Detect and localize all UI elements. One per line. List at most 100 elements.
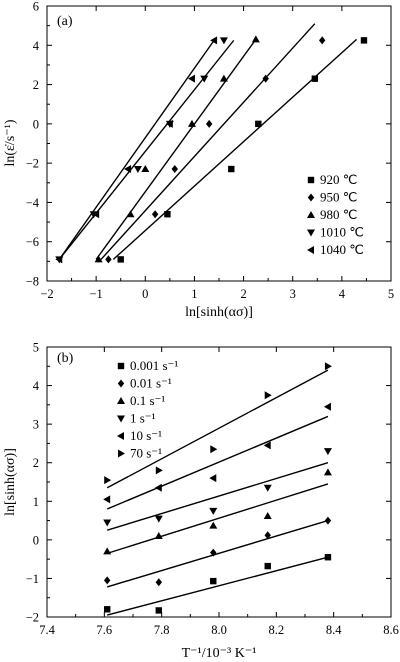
y-tick-label: −8 bbox=[26, 275, 39, 289]
data-point bbox=[262, 74, 269, 83]
data-point bbox=[219, 74, 228, 82]
legend-marker bbox=[117, 415, 125, 423]
data-point bbox=[103, 495, 111, 504]
legend-entry: 10 s⁻¹ bbox=[130, 428, 162, 443]
y-tick-label: −2 bbox=[26, 157, 39, 171]
y-tick-label: 0 bbox=[33, 533, 39, 547]
legend-entry: 70 s⁻¹ bbox=[130, 446, 162, 461]
data-point bbox=[324, 362, 332, 371]
y-tick-label: −6 bbox=[26, 235, 39, 249]
data-point bbox=[263, 484, 272, 492]
data-point bbox=[210, 445, 218, 454]
fit-line bbox=[95, 38, 257, 260]
legend-marker bbox=[117, 379, 125, 388]
legend-entry: 950 ℃ bbox=[320, 190, 357, 205]
fit-line bbox=[107, 556, 329, 616]
data-point bbox=[155, 607, 162, 614]
data-point bbox=[117, 256, 124, 263]
x-tick-label: 8.4 bbox=[326, 623, 342, 637]
data-point bbox=[104, 476, 112, 485]
data-point bbox=[103, 519, 112, 527]
fit-line bbox=[106, 519, 329, 588]
data-point bbox=[264, 562, 271, 570]
x-tick-label: −1 bbox=[89, 287, 102, 301]
legend-marker bbox=[307, 193, 315, 202]
data-point bbox=[251, 35, 260, 43]
y-tick-label: 2 bbox=[33, 78, 39, 92]
legend-marker bbox=[307, 176, 315, 184]
data-point bbox=[92, 210, 100, 219]
legend-marker bbox=[117, 362, 125, 370]
fit-line bbox=[106, 462, 329, 531]
data-point bbox=[264, 391, 272, 400]
x-tick-label: 4 bbox=[339, 287, 346, 301]
data-point bbox=[164, 211, 171, 218]
data-point bbox=[205, 119, 213, 128]
x-tick-label: 5 bbox=[388, 287, 394, 301]
data-point bbox=[141, 165, 150, 173]
legend-marker bbox=[307, 211, 315, 218]
legend-entry: 0.001 s⁻¹ bbox=[130, 358, 178, 373]
data-point bbox=[323, 448, 332, 456]
x-tick-label: 1 bbox=[191, 287, 197, 301]
x-tick-label: −2 bbox=[40, 287, 53, 301]
data-point bbox=[263, 511, 272, 519]
legend-marker bbox=[117, 432, 124, 440]
x-tick-label: 0 bbox=[142, 287, 148, 301]
data-point bbox=[209, 474, 217, 483]
y-tick-label: −2 bbox=[26, 611, 39, 625]
data-point bbox=[55, 255, 63, 264]
data-point bbox=[155, 578, 162, 587]
x-tick-label: 7.6 bbox=[97, 623, 113, 637]
legend-entry: 1040 ℃ bbox=[320, 242, 364, 257]
x-tick-label: 8.2 bbox=[269, 623, 285, 637]
data-point bbox=[187, 119, 196, 127]
legend-entry: 920 ℃ bbox=[320, 172, 357, 187]
x-tick-label: 8.0 bbox=[211, 623, 227, 637]
data-point bbox=[323, 402, 331, 411]
data-point bbox=[124, 165, 132, 174]
data-point bbox=[171, 165, 178, 174]
data-point bbox=[151, 210, 159, 219]
data-point bbox=[228, 165, 235, 173]
data-point bbox=[105, 255, 112, 264]
data-point bbox=[264, 531, 271, 540]
fit-line bbox=[106, 415, 329, 510]
x-tick-label: 2 bbox=[240, 287, 246, 301]
x-axis-label: T⁻¹/10⁻³ K⁻¹ bbox=[182, 646, 257, 661]
data-point bbox=[360, 37, 368, 44]
data-point bbox=[154, 483, 162, 492]
legend-entry: 0.1 s⁻¹ bbox=[130, 393, 165, 408]
y-tick-label: −4 bbox=[26, 196, 40, 210]
data-point bbox=[263, 441, 271, 450]
x-tick-label: 7.8 bbox=[154, 623, 170, 637]
data-point bbox=[187, 74, 195, 83]
panel-label: (a) bbox=[57, 14, 73, 29]
fit-line bbox=[100, 23, 316, 260]
x-tick-label: 7.4 bbox=[39, 623, 55, 637]
plot-frame bbox=[46, 346, 392, 618]
data-point bbox=[165, 119, 173, 128]
data-point bbox=[219, 37, 228, 45]
y-tick-label: 0 bbox=[33, 117, 39, 131]
chart-panel-a: −2 −1 0 1 2 3 4 5 −8 −6 −4 −2 0 2 4 6 ln[sinh(ασ)] ln(ε̇/… bbox=[3, 0, 394, 320]
data-point bbox=[210, 36, 218, 45]
y-tick-label: 4 bbox=[33, 39, 40, 53]
y-tick-label: 6 bbox=[33, 0, 39, 14]
y-tick-label: 3 bbox=[33, 418, 39, 432]
panel-label: (b) bbox=[57, 351, 74, 366]
y-axis-label: ln(ε̇/s⁻¹) bbox=[3, 119, 18, 166]
data-point bbox=[103, 547, 112, 555]
fit-line bbox=[58, 39, 215, 260]
y-axis-label: ln[sinh(ασ)] bbox=[3, 448, 18, 516]
data-point bbox=[133, 166, 142, 174]
y-tick-label: −1 bbox=[26, 572, 39, 586]
chart-panel-b: 7.4 7.6 7.8 8.0 8.2 8.4 8.6 −2 −1 0 1 2 3 4 5 T⁻¹/10⁻³ … bbox=[3, 341, 399, 662]
data-point bbox=[209, 521, 218, 529]
data-point bbox=[155, 466, 163, 475]
legend-entry: 1010 ℃ bbox=[320, 225, 364, 240]
data-point bbox=[319, 36, 326, 45]
legend-entry: 1 s⁻¹ bbox=[130, 411, 156, 426]
legend-marker bbox=[307, 246, 314, 254]
